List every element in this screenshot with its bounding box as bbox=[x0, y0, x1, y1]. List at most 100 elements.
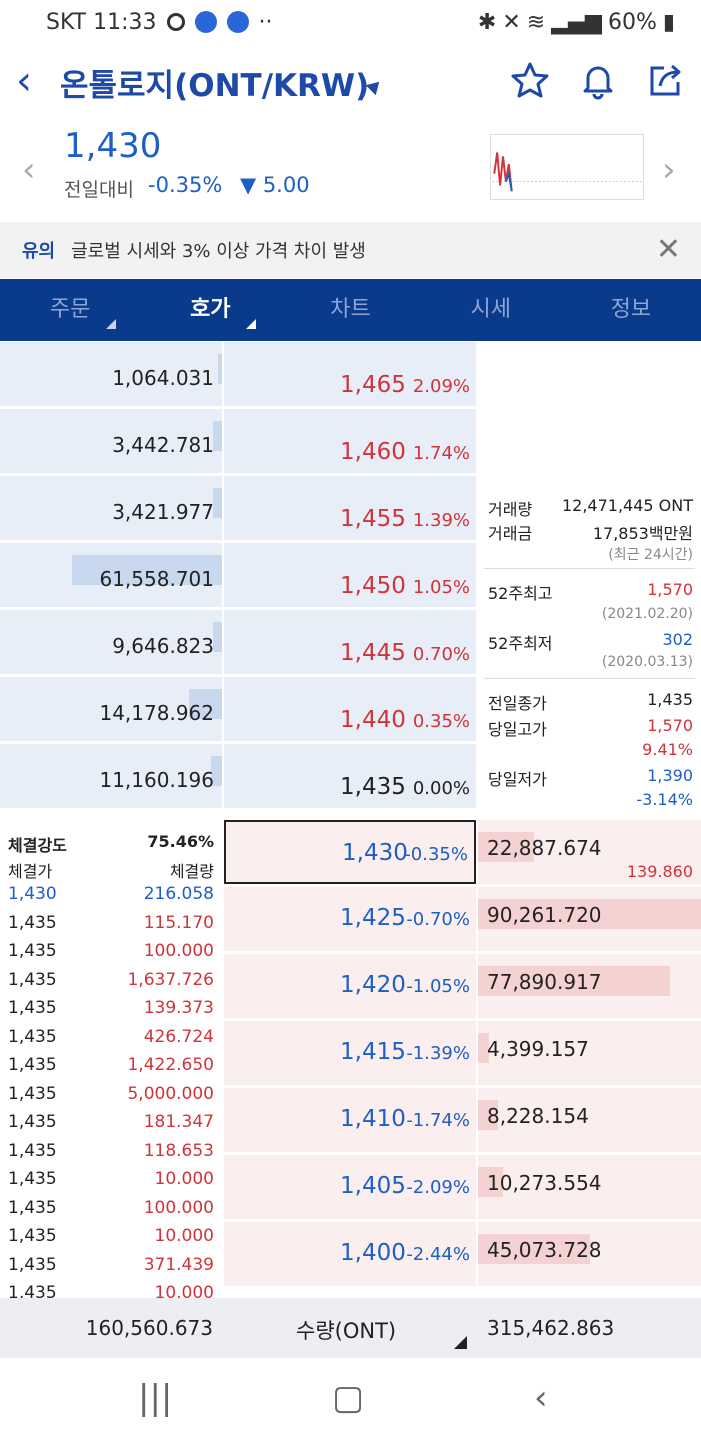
bid-qty: 10,273.554 bbox=[487, 1171, 602, 1195]
ask-qty: 3,442.781 bbox=[112, 433, 214, 457]
star-icon[interactable] bbox=[510, 60, 550, 100]
mini-chart[interactable] bbox=[490, 134, 644, 200]
trade-qty: 115.170 bbox=[143, 912, 214, 933]
ask-depth-bar bbox=[218, 354, 222, 384]
bid-price-row[interactable]: 1,400 -2.44% bbox=[224, 1222, 476, 1286]
ask-qty-cell[interactable]: 14,178.962 bbox=[0, 677, 222, 741]
tab-chart[interactable]: 차트 bbox=[330, 297, 371, 322]
prev-coin-arrow-icon[interactable]: ‹ bbox=[22, 150, 36, 190]
bid-qty: 8,228.154 bbox=[487, 1104, 589, 1128]
ask-price: 1,465 bbox=[340, 372, 406, 398]
ask-qty: 11,160.196 bbox=[99, 768, 214, 792]
bid-depth-bar bbox=[478, 1234, 590, 1264]
unit-selector[interactable]: 수량(ONT) bbox=[296, 1319, 397, 1343]
amount-value: 17,853백만원 bbox=[592, 524, 693, 543]
bell-icon[interactable] bbox=[578, 60, 618, 100]
trade-row: 1,435 118.653 bbox=[0, 1141, 222, 1169]
home-icon[interactable]: ▢ bbox=[332, 1378, 365, 1418]
bid-qty-cell[interactable]: 45,073.728 bbox=[478, 1222, 701, 1286]
prev-close-label: 전일종가 bbox=[488, 694, 547, 713]
trade-row: 1,435 1,422.650 bbox=[0, 1055, 222, 1083]
trade-row: 1,435 10.000 bbox=[0, 1226, 222, 1254]
tab-orderbook[interactable]: 호가 bbox=[140, 279, 280, 341]
bid-price-row[interactable]: 1,415 -1.39% bbox=[224, 1021, 476, 1085]
ask-qty-cell[interactable]: 11,160.196 bbox=[0, 744, 222, 808]
ask-price: 1,445 bbox=[340, 640, 406, 666]
amount-label: 거래금 bbox=[488, 524, 533, 543]
bid-qty-cell[interactable]: 8,228.154 bbox=[478, 1088, 701, 1152]
ask-depth-bar bbox=[189, 689, 222, 719]
bid-price: 1,410 bbox=[340, 1106, 406, 1132]
ask-price-row[interactable]: 1,465 2.09% bbox=[224, 342, 476, 406]
bid-change-pct: -1.74% bbox=[406, 1110, 470, 1131]
diff-rate: -0.35% bbox=[148, 173, 223, 197]
ask-price-row[interactable]: 1,455 1.39% bbox=[224, 476, 476, 540]
orderbook: 거래량 12,471,445 ONT 거래금 17,853백만원 (최근 24시… bbox=[0, 342, 701, 1298]
total-ask-qty: 160,560.673 bbox=[85, 1316, 213, 1340]
trade-row: 1,430 216.058 bbox=[0, 884, 222, 912]
close-icon[interactable]: ✕ bbox=[655, 232, 681, 267]
trade-qty: 10.000 bbox=[154, 1283, 214, 1298]
next-coin-arrow-icon[interactable]: › bbox=[662, 150, 676, 190]
tab-market[interactable]: 시세 bbox=[470, 297, 511, 322]
high52-value: 1,570 bbox=[647, 580, 693, 599]
ask-qty-cell[interactable]: 61,558.701 bbox=[0, 543, 222, 607]
ask-qty-cell[interactable]: 1,064.031 bbox=[0, 342, 222, 406]
ask-price: 1,435 bbox=[340, 774, 406, 800]
system-nav-bar: ||| ▢ ‹ bbox=[0, 1358, 701, 1440]
trade-row: 1,435 139.373 bbox=[0, 998, 222, 1026]
bid-change-pct: -0.70% bbox=[406, 909, 470, 930]
ask-price-row[interactable]: 1,460 1.74% bbox=[224, 409, 476, 473]
trade-row: 1,435 371.439 bbox=[0, 1255, 222, 1283]
trade-price: 1,435 bbox=[8, 1112, 57, 1132]
ask-qty-cell[interactable]: 9,646.823 bbox=[0, 610, 222, 674]
back-arrow-icon[interactable]: ‹ bbox=[16, 58, 32, 104]
bid-qty-cell[interactable]: 4,399.157 bbox=[478, 1021, 701, 1085]
app-notification-icon bbox=[166, 13, 185, 31]
day-low-label: 당일저가 bbox=[488, 770, 547, 789]
trade-price: 1,435 bbox=[8, 1283, 57, 1298]
bid-depth-bar bbox=[478, 1167, 503, 1197]
ask-qty: 14,178.962 bbox=[99, 701, 214, 725]
bid-qty-cell[interactable]: 10,273.554 bbox=[478, 1155, 701, 1219]
trade-history[interactable]: 체결강도 75.46% 체결가 체결량 1,430 216.058 1,435 115… bbox=[0, 818, 222, 1298]
bid-qty-cell[interactable]: 22,887.674 139.860 bbox=[478, 820, 701, 884]
bid-price-row[interactable]: 1,405 -2.09% bbox=[224, 1155, 476, 1219]
ask-price-row[interactable]: 1,445 0.70% bbox=[224, 610, 476, 674]
back-icon[interactable]: ‹ bbox=[534, 1378, 548, 1418]
status-bar: SKT 11:33 ·· ✱ ✕ ≋ ▂▄▆ 60% ▮ bbox=[0, 0, 701, 44]
trade-price: 1,435 bbox=[8, 969, 57, 990]
ask-change-pct: 0.00% bbox=[412, 778, 470, 799]
bid-price-row[interactable]: 1,425 -0.70% bbox=[224, 887, 476, 951]
ask-price-row[interactable]: 1,440 0.35% bbox=[224, 677, 476, 741]
bid-price-row[interactable]: 1,410 -1.74% bbox=[224, 1088, 476, 1152]
coin-title[interactable]: 온톨로지(ONT/KRW) bbox=[60, 68, 370, 104]
trade-row: 1,435 181.347 bbox=[0, 1112, 222, 1140]
current-price-row[interactable]: 1,430 -0.35% bbox=[224, 820, 476, 884]
trade-qty: 118.653 bbox=[143, 1140, 214, 1161]
trade-price: 1,435 bbox=[8, 1254, 57, 1275]
bid-qty-cell[interactable]: 90,261.720 bbox=[478, 887, 701, 951]
ask-qty-cell[interactable]: 3,421.977 bbox=[0, 476, 222, 540]
share-icon[interactable] bbox=[646, 60, 686, 100]
tab-order[interactable]: 주문 bbox=[0, 279, 140, 341]
ask-qty-cell[interactable]: 3,442.781 bbox=[0, 409, 222, 473]
trade-price: 1,435 bbox=[8, 1169, 57, 1189]
trade-qty: 181.347 bbox=[143, 1112, 214, 1132]
trade-row: 1,435 115.170 bbox=[0, 913, 222, 941]
ask-price-row[interactable]: 1,435 0.00% bbox=[224, 744, 476, 808]
trade-qty: 100.000 bbox=[143, 1197, 214, 1218]
ask-change-pct: 0.35% bbox=[412, 711, 470, 732]
diff-label: 전일대비 bbox=[64, 179, 134, 201]
recent-apps-icon[interactable]: ||| bbox=[138, 1378, 173, 1418]
trade-row: 1,435 1,637.726 bbox=[0, 970, 222, 998]
high52-date: (2021.02.20) bbox=[601, 606, 693, 622]
unit-dropdown-icon[interactable] bbox=[454, 1336, 467, 1349]
trade-price: 1,435 bbox=[8, 1055, 57, 1075]
ask-price-row[interactable]: 1,450 1.05% bbox=[224, 543, 476, 607]
bid-qty: 90,261.720 bbox=[487, 903, 602, 927]
tab-info[interactable]: 정보 bbox=[610, 297, 652, 322]
bid-qty-cell[interactable]: 77,890.917 bbox=[478, 954, 701, 1018]
trade-price-header: 체결가 bbox=[8, 862, 53, 881]
bid-price-row[interactable]: 1,420 -1.05% bbox=[224, 954, 476, 1018]
